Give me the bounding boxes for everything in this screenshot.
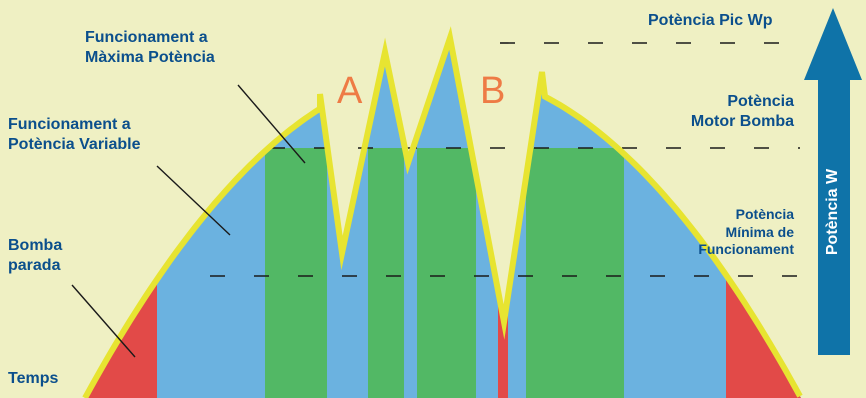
max-power-label: Funcionament a Màxima Potència xyxy=(85,28,215,68)
green-region-1 xyxy=(265,148,327,398)
leader-line-pump-stopped xyxy=(71,284,136,358)
green-region-2 xyxy=(368,148,404,398)
min-operating-power-label-line2: Mínima de xyxy=(725,223,794,240)
peak-power-label: Potència Pic Wp xyxy=(648,12,773,29)
pump-motor-power-label-line1: Potència xyxy=(727,93,794,110)
fluctuation-label-b: B xyxy=(480,70,506,112)
pump-motor-power-label: Potència Motor Bomba xyxy=(691,92,794,132)
fluctuation-label-a: A xyxy=(337,70,363,112)
min-operating-power-label-line1: Potència xyxy=(735,206,794,222)
variable-power-label: Funcionament a Potència Variable xyxy=(8,115,141,155)
green-region-4 xyxy=(526,148,624,398)
max-power-label-line2: Màxima Potència xyxy=(85,49,215,66)
pump-stopped-label: Bomba parada xyxy=(8,236,62,276)
min-operating-power-label-line3: Funcionament xyxy=(698,241,794,257)
green-region-3 xyxy=(417,148,476,398)
leader-line-max-power xyxy=(237,84,306,164)
power-axis-arrow xyxy=(804,8,862,355)
solar-power-curve xyxy=(82,26,803,398)
max-power-label-line1: Funcionament a xyxy=(85,29,208,46)
power-axis-label: Potència W xyxy=(824,168,841,256)
pump-stopped-label-line1: Bomba xyxy=(8,237,63,254)
red-region-center xyxy=(498,300,508,398)
pump-stopped-label-line2: parada xyxy=(8,257,61,274)
min-operating-power-label: Potència Mínima de Funcionament xyxy=(698,206,794,259)
variable-power-label-line1: Funcionament a xyxy=(8,116,131,133)
variable-power-label-line2: Potència Variable xyxy=(8,136,141,153)
leader-line-variable-power xyxy=(156,165,231,236)
pump-motor-power-label-line2: Motor Bomba xyxy=(690,113,794,130)
time-label: Temps xyxy=(8,370,59,387)
